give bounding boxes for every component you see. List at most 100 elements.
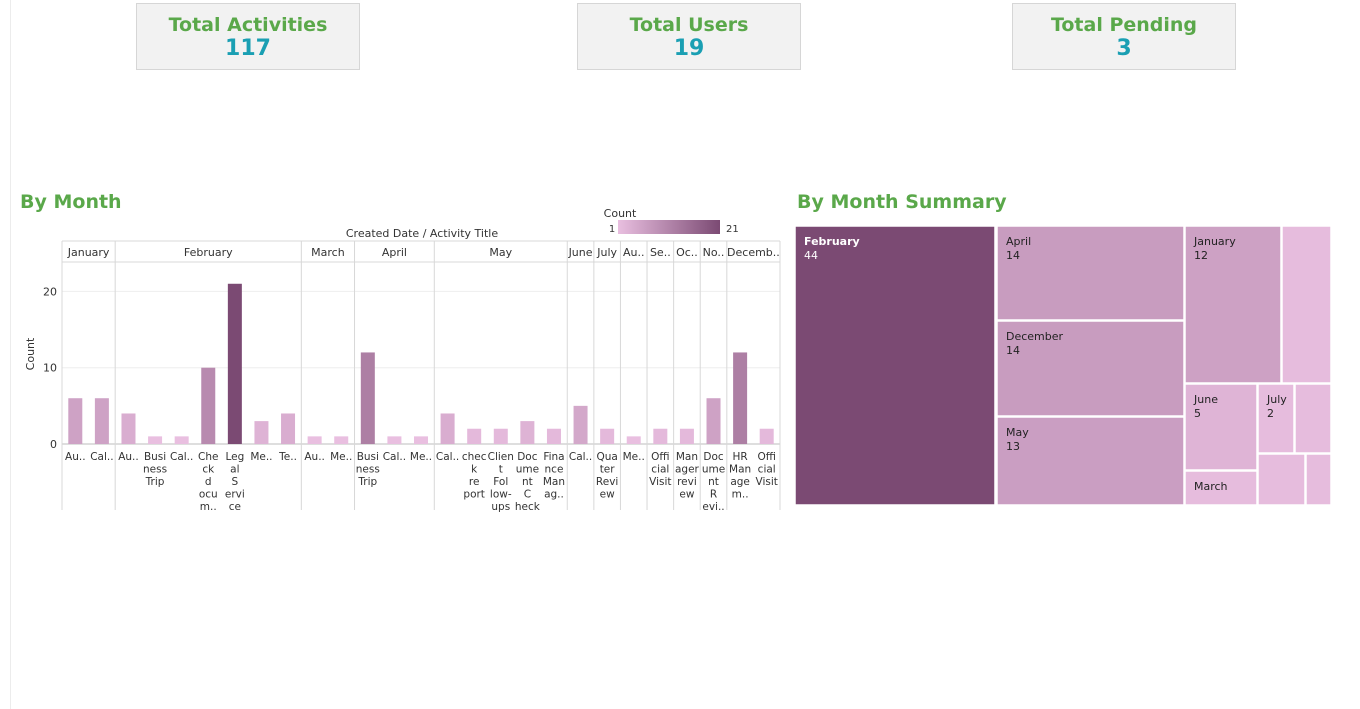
treemap-label: February (804, 235, 860, 248)
treemap-rect (1184, 470, 1258, 505)
treemap-rect (1294, 383, 1331, 454)
month-group-label: March (311, 246, 345, 259)
legend-color-ramp (618, 220, 720, 234)
month-group-label: January (67, 246, 110, 259)
bar (227, 283, 242, 444)
treemap-value: 44 (804, 249, 818, 262)
bar-category-label: Leg (225, 451, 244, 463)
treemap-rect (795, 226, 996, 505)
month-group-label: Decemb.. (727, 246, 780, 259)
bar-category-label: Man (729, 464, 751, 476)
month-group-label: May (489, 246, 512, 259)
bar (440, 413, 455, 444)
by-month-summary-title: By Month Summary (797, 191, 1007, 213)
bar-category-label: ume (516, 464, 539, 476)
bar-category-label: Fol (493, 476, 508, 488)
bar-category-label: age (730, 476, 750, 488)
bar-category-label: Cal.. (569, 451, 592, 463)
bar (759, 428, 774, 444)
bar (334, 436, 349, 444)
bar (626, 436, 641, 444)
by-month-treemap[interactable]: February44April14December14May13January1… (795, 226, 1331, 505)
bar (493, 428, 508, 444)
treemap-cell (1294, 383, 1331, 454)
bar-category-label: Au.. (65, 451, 86, 463)
bar-category-label: nt (708, 476, 719, 488)
bar-category-label: Doc (703, 451, 724, 463)
bar-category-label: m.. (200, 501, 217, 513)
bar-category-label: ck (202, 464, 215, 476)
bar (653, 428, 668, 444)
bar (546, 428, 561, 444)
bar-category-label: Te.. (278, 451, 297, 463)
treemap-label: April (1006, 235, 1031, 248)
treemap-cell (1257, 453, 1306, 505)
bar-category-label: Qua (596, 451, 617, 463)
bar-category-label: ager (675, 464, 700, 476)
bar-category-label: ag.. (544, 489, 564, 501)
treemap-rect (1305, 453, 1331, 505)
bar (733, 352, 748, 444)
bar-category-label: Cal.. (90, 451, 113, 463)
by-month-title: By Month (20, 191, 122, 213)
bar-category-label: HR (733, 451, 748, 463)
bar-category-label: Me.. (250, 451, 272, 463)
month-group-label: Oc.. (676, 246, 698, 259)
bar-category-label: Man (676, 451, 698, 463)
treemap-cell: March (1184, 470, 1258, 505)
bar-category-label: nce (545, 464, 564, 476)
color-legend: Count 1 21 (604, 207, 739, 235)
legend-max-label: 21 (726, 224, 739, 235)
left-border-line (10, 0, 11, 709)
treemap-rect (996, 226, 1185, 321)
treemap-rect (1257, 453, 1306, 505)
bar (174, 436, 189, 444)
kpi-label: Total Activities (168, 14, 328, 36)
kpi-value: 117 (225, 36, 271, 61)
kpi-total-activities[interactable]: Total Activities 117 (136, 3, 360, 70)
legend-min-label: 1 (609, 224, 615, 235)
bar-category-label: Me.. (330, 451, 352, 463)
bar (201, 367, 216, 444)
y-tick-label: 10 (43, 362, 57, 375)
bar-category-label: Me.. (410, 451, 432, 463)
kpi-label: Total Users (629, 14, 749, 36)
treemap-label: January (1193, 235, 1236, 248)
bar-category-label: Cal.. (170, 451, 193, 463)
bar-category-label: ervi (225, 489, 245, 501)
bar-category-label: ness (356, 464, 380, 476)
y-axis-label: Count (24, 337, 37, 370)
bar-category-label: m.. (732, 489, 749, 501)
bar-category-label: low- (490, 489, 512, 501)
bar (600, 428, 615, 444)
kpi-total-users[interactable]: Total Users 19 (577, 3, 801, 70)
bar (414, 436, 428, 444)
bar-category-label: Trip (357, 476, 377, 488)
bar-category-label: Cal.. (436, 451, 459, 463)
treemap-label: December (1006, 330, 1064, 343)
treemap-rect (1184, 226, 1282, 384)
bar-category-label: cial (651, 464, 669, 476)
by-month-bar-chart[interactable]: Created Date / Activity Title Count 1 21… (18, 203, 788, 515)
bar-category-label: ter (600, 464, 616, 476)
bar-category-label: Au.. (118, 451, 139, 463)
bar (281, 413, 296, 444)
bar-category-label: ew (600, 489, 615, 501)
treemap-label: March (1194, 480, 1228, 493)
bar-category-label: d (205, 476, 212, 488)
treemap-label: June (1193, 393, 1218, 406)
bar-category-label: nt (522, 476, 533, 488)
bar-category-label: ness (143, 464, 167, 476)
chart-header: Created Date / Activity Title (346, 227, 498, 240)
month-group-label: Se.. (650, 246, 671, 259)
kpi-total-pending[interactable]: Total Pending 3 (1012, 3, 1236, 70)
bar-category-label: Trip (145, 476, 165, 488)
kpi-value: 3 (1116, 36, 1132, 61)
bar-category-label: heck (515, 501, 541, 513)
